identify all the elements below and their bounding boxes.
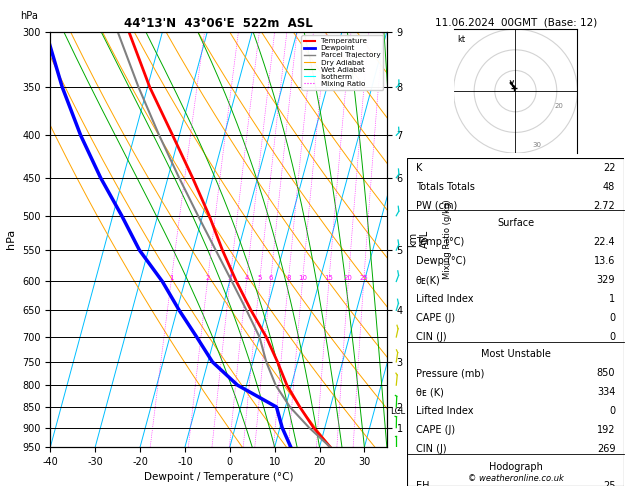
Text: Totals Totals: Totals Totals xyxy=(416,182,474,192)
Title: 44°13'N  43°06'E  522m  ASL: 44°13'N 43°06'E 522m ASL xyxy=(124,17,313,31)
Text: LCL: LCL xyxy=(390,407,405,416)
Text: 20: 20 xyxy=(344,276,353,281)
Text: 22.4: 22.4 xyxy=(594,237,615,247)
Text: Dewp (°C): Dewp (°C) xyxy=(416,256,465,266)
Text: 2.72: 2.72 xyxy=(594,201,615,211)
Text: 11.06.2024  00GMT  (Base: 12): 11.06.2024 00GMT (Base: 12) xyxy=(435,17,597,27)
Text: 3: 3 xyxy=(228,276,232,281)
Text: Pressure (mb): Pressure (mb) xyxy=(416,368,484,379)
Text: 6: 6 xyxy=(269,276,273,281)
Text: 1: 1 xyxy=(609,294,615,304)
Text: Surface: Surface xyxy=(497,218,534,228)
Text: 20: 20 xyxy=(555,103,564,109)
Text: 48: 48 xyxy=(603,182,615,192)
Text: 329: 329 xyxy=(597,275,615,285)
Text: CIN (J): CIN (J) xyxy=(416,445,446,454)
Y-axis label: hPa: hPa xyxy=(6,229,16,249)
Text: 1: 1 xyxy=(169,276,174,281)
Text: kt: kt xyxy=(458,35,465,44)
Text: 334: 334 xyxy=(597,387,615,398)
Text: Temp (°C): Temp (°C) xyxy=(416,237,464,247)
Text: 22: 22 xyxy=(603,163,615,173)
Text: 269: 269 xyxy=(597,445,615,454)
Text: 0: 0 xyxy=(609,313,615,323)
Text: θᴇ (K): θᴇ (K) xyxy=(416,387,443,398)
Text: Mixing Ratio (g/kg): Mixing Ratio (g/kg) xyxy=(443,200,452,279)
Text: PW (cm): PW (cm) xyxy=(416,201,457,211)
Text: 25: 25 xyxy=(359,276,368,281)
Text: 192: 192 xyxy=(597,425,615,435)
Text: CIN (J): CIN (J) xyxy=(416,332,446,342)
Text: 0: 0 xyxy=(609,332,615,342)
X-axis label: Dewpoint / Temperature (°C): Dewpoint / Temperature (°C) xyxy=(144,472,293,483)
Text: 15: 15 xyxy=(325,276,333,281)
Text: Lifted Index: Lifted Index xyxy=(416,294,473,304)
Text: Hodograph: Hodograph xyxy=(489,462,542,471)
Y-axis label: km
ASL: km ASL xyxy=(408,230,430,248)
Text: EH: EH xyxy=(416,481,429,486)
Text: hPa: hPa xyxy=(20,11,38,21)
Text: 25: 25 xyxy=(603,481,615,486)
Text: 850: 850 xyxy=(597,368,615,379)
Text: CAPE (J): CAPE (J) xyxy=(416,313,455,323)
Text: 4: 4 xyxy=(244,276,248,281)
Text: 13.6: 13.6 xyxy=(594,256,615,266)
Text: 8: 8 xyxy=(286,276,291,281)
Text: 2: 2 xyxy=(205,276,209,281)
Text: 0: 0 xyxy=(609,406,615,417)
Text: Lifted Index: Lifted Index xyxy=(416,406,473,417)
Text: © weatheronline.co.uk: © weatheronline.co.uk xyxy=(467,474,564,483)
Text: 5: 5 xyxy=(257,276,262,281)
Text: 30: 30 xyxy=(532,142,541,148)
Legend: Temperature, Dewpoint, Parcel Trajectory, Dry Adiabat, Wet Adiabat, Isotherm, Mi: Temperature, Dewpoint, Parcel Trajectory… xyxy=(301,35,383,90)
Text: Most Unstable: Most Unstable xyxy=(481,349,550,359)
Text: K: K xyxy=(416,163,422,173)
Text: 10: 10 xyxy=(298,276,307,281)
Text: CAPE (J): CAPE (J) xyxy=(416,425,455,435)
Text: θᴇ(K): θᴇ(K) xyxy=(416,275,440,285)
